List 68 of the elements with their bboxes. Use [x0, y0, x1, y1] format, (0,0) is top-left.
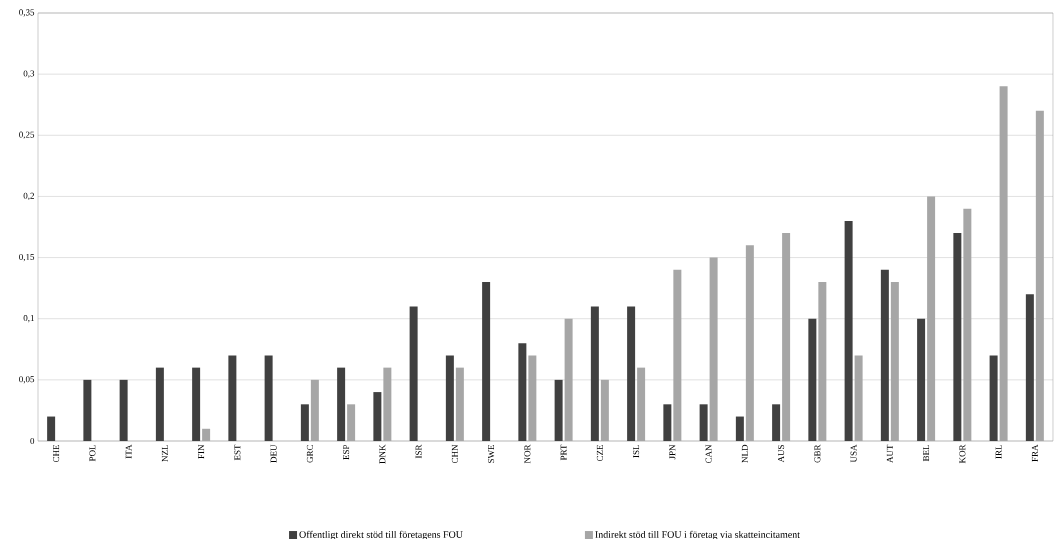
bar	[119, 379, 128, 441]
bar	[47, 416, 56, 441]
bar	[518, 343, 527, 441]
x-tick-label: FIN	[198, 444, 205, 459]
bar	[808, 318, 817, 441]
y-tick-label: 0,3	[23, 70, 35, 78]
x-tick-label: ESP	[343, 444, 350, 460]
bar	[409, 306, 418, 441]
bar	[735, 416, 744, 441]
bar	[300, 404, 309, 441]
bar	[1025, 294, 1034, 441]
bar	[155, 367, 164, 441]
x-tick-label: ITA	[125, 444, 132, 459]
bar	[627, 306, 636, 441]
x-tick-label: POL	[89, 445, 96, 462]
bar	[373, 392, 382, 441]
x-tick-label: BEL	[923, 445, 930, 462]
bar	[347, 404, 356, 441]
x-tick-label: AUS	[778, 445, 785, 463]
y-tick-label: 0,15	[19, 253, 35, 262]
bar	[880, 269, 889, 441]
bar	[554, 379, 563, 441]
y-tick-label: 0,05	[19, 376, 35, 384]
bar	[917, 318, 926, 441]
x-tick-label: IRL	[995, 445, 1002, 459]
x-tick-label: DEU	[270, 444, 277, 463]
bar	[953, 233, 962, 441]
x-tick-label: ISR	[415, 444, 422, 459]
x-tick-label: FRA	[1031, 444, 1038, 462]
x-tick-label: ISL	[633, 445, 640, 458]
bar	[772, 404, 781, 441]
bar	[482, 282, 491, 441]
bar	[264, 355, 273, 441]
x-tick-label: EST	[234, 444, 241, 461]
legend-label: Indirekt stöd till FOU i företag via skatteincitament	[595, 530, 800, 539]
bar	[663, 404, 672, 441]
x-tick-label: GBR	[814, 444, 821, 463]
x-tick-label: NLD	[741, 444, 748, 463]
bar	[989, 355, 998, 441]
bar	[699, 404, 708, 441]
bar	[83, 379, 92, 441]
y-tick-label: 0,25	[19, 131, 35, 139]
bar	[844, 220, 853, 441]
x-tick-label: USA	[850, 444, 857, 463]
x-tick-label: CAN	[705, 444, 712, 464]
y-tick-label: 0	[30, 437, 35, 445]
legend-label: Offentligt direkt stöd till företagens FOU	[299, 530, 463, 539]
bar	[228, 355, 237, 441]
y-tick-label: 0,2	[23, 192, 34, 201]
bar	[192, 367, 201, 441]
x-tick-label: KOR	[959, 444, 966, 464]
y-tick-label: 0,1	[23, 315, 34, 323]
bar	[337, 367, 346, 441]
x-tick-label: DNK	[379, 444, 386, 464]
x-tick-label: CHE	[53, 444, 60, 463]
x-tick-label: NOR	[524, 444, 531, 464]
x-tick-label: GRC	[306, 445, 313, 463]
x-tick-label: PRT	[560, 444, 567, 461]
bar	[445, 355, 454, 441]
bar	[590, 306, 599, 441]
x-tick-label: CZE	[596, 444, 603, 462]
x-tick-label: NZL	[161, 445, 168, 462]
x-tick-label: JPN	[669, 444, 676, 460]
bar	[202, 428, 211, 441]
x-tick-label: AUT	[886, 444, 893, 463]
x-tick-label: CHN	[451, 444, 458, 464]
x-tick-label: SWE	[488, 444, 495, 463]
y-tick-label: 0,35	[19, 9, 35, 17]
